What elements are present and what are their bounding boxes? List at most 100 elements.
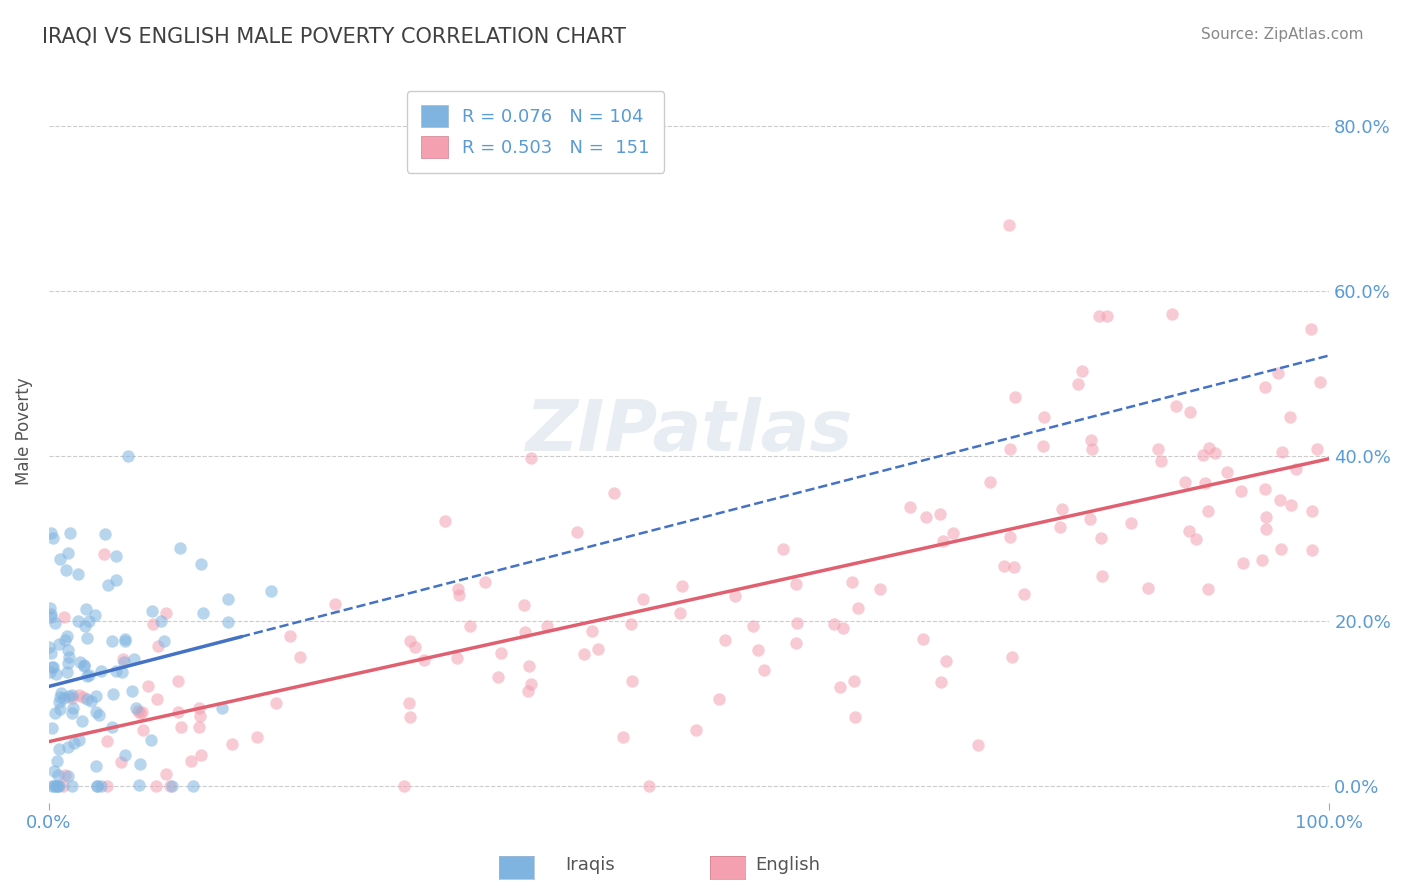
Point: [260, 583, 283, 598]
Point: [60, 690, 83, 705]
Point: [87, 708, 110, 723]
Point: [515, 625, 537, 640]
Point: [56, 769, 79, 783]
Point: [46, 768, 69, 782]
Point: [66, 566, 89, 581]
Point: [145, 692, 167, 706]
Point: [145, 779, 167, 793]
Point: [141, 604, 163, 618]
Point: [278, 629, 301, 643]
Point: [48, 779, 70, 793]
Point: [217, 592, 239, 607]
Point: [111, 652, 134, 666]
Text: Source: ZipAtlas.com: Source: ZipAtlas.com: [1201, 27, 1364, 42]
Point: [153, 634, 176, 648]
Point: [155, 606, 177, 620]
Point: [160, 779, 183, 793]
Point: [167, 705, 190, 719]
Point: [671, 579, 693, 593]
Point: [44, 706, 66, 720]
Point: [90, 779, 112, 793]
Point: [399, 709, 422, 723]
Point: [58, 650, 80, 665]
Point: [56, 643, 79, 657]
Point: [1254, 482, 1277, 496]
Point: [1119, 516, 1142, 530]
Point: [45, 667, 67, 681]
Point: [1197, 504, 1219, 518]
Point: [41, 722, 63, 736]
Point: [86, 779, 108, 793]
Point: [620, 617, 643, 632]
Text: IRAQI VS ENGLISH MALE POVERTY CORRELATION CHART: IRAQI VS ENGLISH MALE POVERTY CORRELATIO…: [42, 27, 626, 46]
Point: [104, 549, 127, 564]
Point: [167, 673, 190, 688]
Point: [58, 739, 80, 754]
Point: [1136, 582, 1159, 596]
Point: [114, 655, 136, 669]
Point: [76, 691, 98, 706]
Point: [536, 619, 558, 633]
Text: ZIPatlas: ZIPatlas: [526, 397, 853, 466]
Point: [519, 677, 541, 691]
Point: [41, 646, 63, 660]
Point: [66, 615, 89, 629]
Point: [823, 616, 845, 631]
Point: [928, 508, 950, 522]
Point: [1194, 476, 1216, 491]
Point: [101, 720, 124, 734]
Point: [1267, 367, 1289, 381]
Point: [76, 669, 98, 683]
Point: [998, 530, 1021, 544]
Point: [155, 767, 177, 781]
Point: [97, 578, 120, 592]
Point: [48, 636, 70, 650]
Point: [638, 779, 661, 793]
Point: [707, 691, 730, 706]
Point: [288, 650, 311, 665]
Point: [49, 690, 72, 704]
Point: [447, 589, 470, 603]
Point: [830, 680, 852, 694]
Point: [898, 500, 921, 514]
Point: [132, 723, 155, 738]
Point: [96, 779, 118, 793]
Point: [80, 694, 103, 708]
Point: [631, 591, 654, 606]
Point: [52, 610, 75, 624]
Point: [93, 547, 115, 561]
Point: [447, 582, 470, 597]
Point: [1078, 512, 1101, 526]
Y-axis label: Male Poverty: Male Poverty: [15, 377, 32, 485]
Point: [404, 640, 426, 654]
Point: [217, 615, 239, 630]
Point: [446, 651, 468, 665]
Point: [46, 779, 69, 793]
Point: [935, 654, 957, 668]
Point: [86, 779, 108, 793]
Point: [62, 701, 84, 715]
Point: [581, 624, 603, 638]
Point: [1216, 466, 1239, 480]
Point: [1090, 532, 1112, 546]
Point: [60, 779, 83, 793]
Point: [1254, 509, 1277, 524]
Point: [713, 633, 735, 648]
Point: [105, 573, 128, 587]
Point: [993, 559, 1015, 574]
Point: [56, 546, 79, 560]
Point: [121, 684, 143, 698]
Point: [69, 655, 91, 669]
Point: [1080, 442, 1102, 456]
Point: [1161, 307, 1184, 321]
Point: [785, 636, 807, 650]
Point: [772, 542, 794, 557]
Point: [486, 670, 509, 684]
Point: [84, 690, 107, 704]
Point: [38, 640, 60, 655]
Point: [398, 697, 420, 711]
Point: [1066, 376, 1088, 391]
Point: [211, 700, 233, 714]
Point: [188, 709, 211, 723]
Point: [56, 656, 79, 670]
